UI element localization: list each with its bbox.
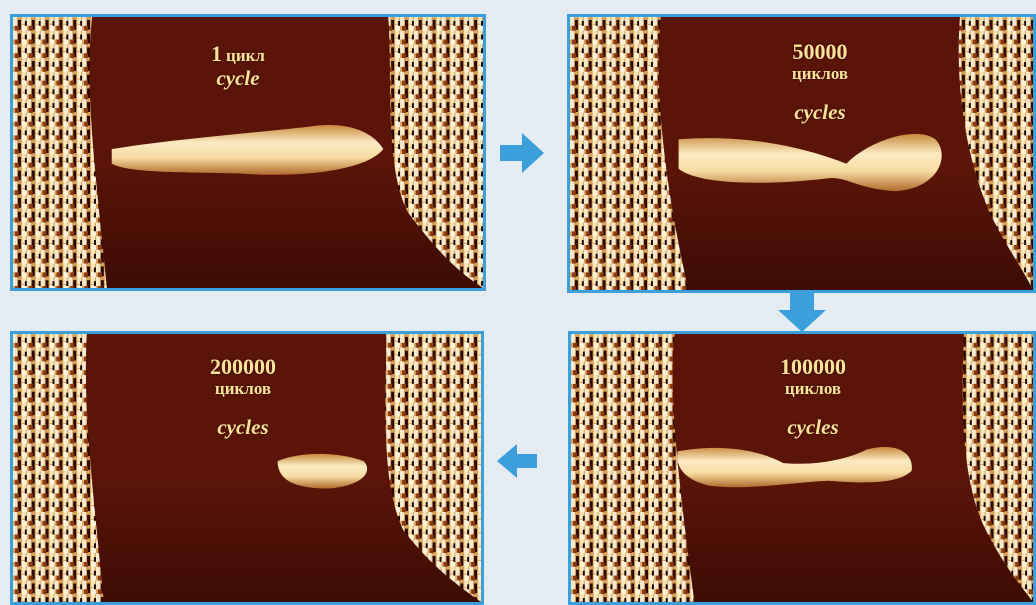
cycle-count: 100000 <box>780 354 846 379</box>
panel-200000-cycles: 200000 циклов cycles <box>10 331 484 605</box>
cycle-unit-ru: циклов <box>791 64 849 84</box>
panel-1-label: 1 цикл cycle <box>163 41 313 91</box>
cycle-count: 50000 <box>792 39 848 64</box>
panel-4-label: 200000 циклов cycles <box>168 354 318 439</box>
panel-100000-cycles: 100000 циклов cycles <box>568 331 1036 605</box>
cycle-unit-en: cycles <box>787 414 839 439</box>
cycle-unit-en: cycle <box>216 66 260 91</box>
cycle-unit-en: cycles <box>794 99 846 124</box>
cycle-unit-ru: циклов <box>214 379 272 399</box>
panel-3-label: 100000 циклов cycles <box>738 354 888 439</box>
afm-image-4 <box>13 334 481 602</box>
afm-image-1 <box>13 17 483 288</box>
cycle-unit-en: cycles <box>217 414 269 439</box>
panel-2-label: 50000 циклов cycles <box>745 39 895 124</box>
afm-image-3 <box>571 334 1033 602</box>
cycle-count: 200000 <box>210 354 276 379</box>
cycle-count: 1 <box>211 41 223 66</box>
afm-image-2 <box>570 17 1033 290</box>
panel-50000-cycles: 50000 циклов cycles <box>567 14 1036 293</box>
arrow-down-icon <box>778 292 826 332</box>
panel-1-cycle: 1 цикл cycle <box>10 14 486 291</box>
arrow-left-icon <box>497 444 537 478</box>
cycle-unit-ru: циклов <box>784 379 842 399</box>
cycle-unit-ru: цикл <box>226 46 265 65</box>
arrow-right-icon <box>500 133 544 173</box>
